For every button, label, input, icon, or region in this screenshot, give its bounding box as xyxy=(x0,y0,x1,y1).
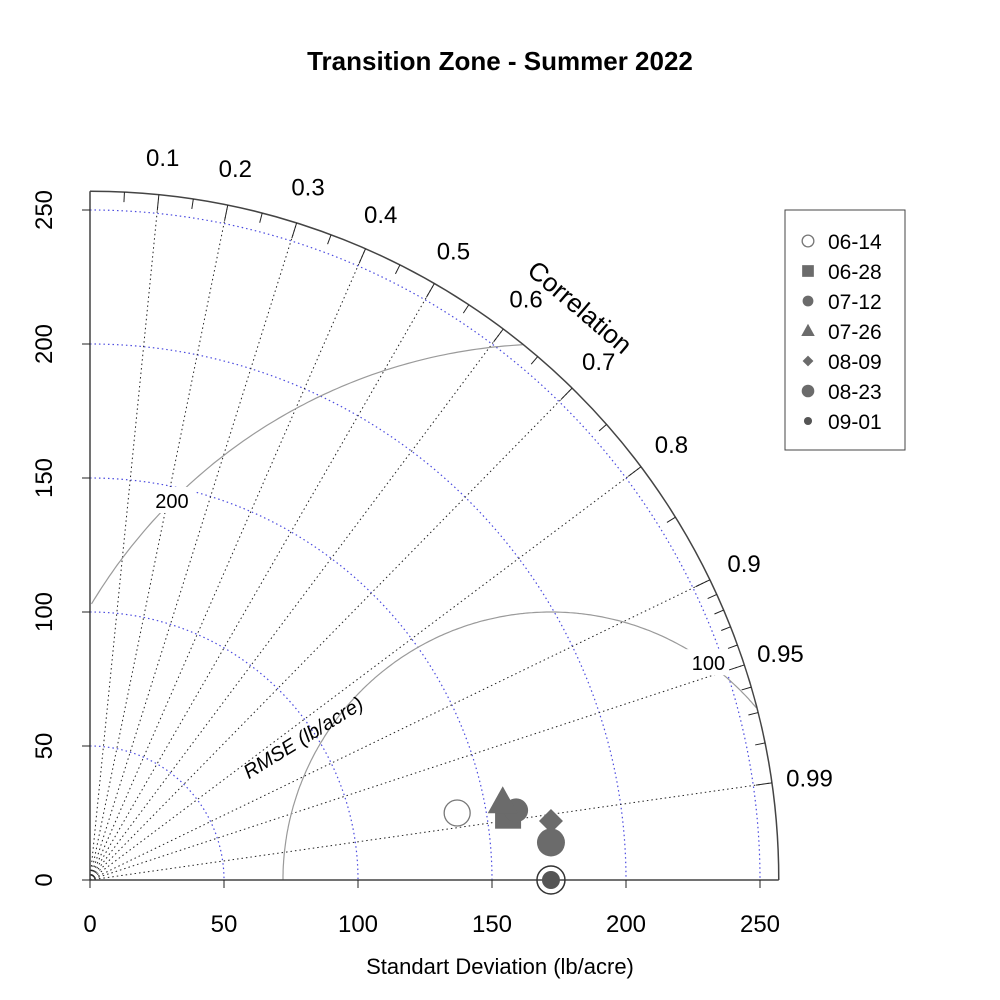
data-point-08-09 xyxy=(538,809,563,834)
reference-point-ring xyxy=(536,865,566,895)
y-tick-label: 50 xyxy=(31,733,58,760)
sd-grid-arc xyxy=(89,477,493,881)
rmse-label-bg xyxy=(147,486,196,513)
correlation-minor-tick xyxy=(755,742,766,746)
data-point-06-14 xyxy=(443,799,471,827)
legend-box xyxy=(784,209,906,451)
correlation-ray xyxy=(89,664,745,881)
legend-label: 09-01 xyxy=(828,411,882,434)
y-tick-label: 0 xyxy=(31,873,58,886)
sd-grid-arc xyxy=(89,611,359,881)
outer-arc xyxy=(89,190,780,881)
correlation-ray xyxy=(89,205,229,881)
grid-layer xyxy=(89,194,772,881)
x-tick-label: 150 xyxy=(472,911,512,938)
legend-marker xyxy=(802,355,814,367)
rmse-contour xyxy=(282,611,757,880)
legend-marker xyxy=(801,234,815,248)
rmse-label-bg xyxy=(684,649,733,676)
correlation-minor-tick xyxy=(598,424,607,432)
correlation-minor-tick xyxy=(721,626,731,631)
correlation-major-tick xyxy=(156,194,160,211)
legend-marker xyxy=(802,265,814,277)
rmse-label: 200 xyxy=(155,491,188,513)
correlation-major-tick xyxy=(560,387,573,400)
correlation-tick-label: 0.8 xyxy=(655,432,688,459)
x-tick-label: 0 xyxy=(83,911,96,938)
correlation-tick-label: 0.99 xyxy=(786,765,833,792)
x-tick-label: 250 xyxy=(740,911,780,938)
correlation-tick-label: 0.9 xyxy=(727,551,760,578)
data-point-08-23 xyxy=(536,828,565,857)
correlation-minor-tick xyxy=(123,192,125,203)
x-tick-label: 200 xyxy=(606,911,646,938)
correlation-tick-label: 0.3 xyxy=(291,175,324,202)
y-tick-label: 250 xyxy=(31,190,58,230)
correlation-minor-tick xyxy=(191,198,194,209)
data-point-07-26 xyxy=(487,786,518,814)
y-tick-label: 150 xyxy=(31,458,58,498)
correlation-major-tick xyxy=(695,579,711,588)
correlation-tick-label: 0.2 xyxy=(219,156,252,183)
legend-label: 06-14 xyxy=(828,231,882,254)
correlation-major-tick xyxy=(755,782,772,786)
legend-marker xyxy=(801,384,815,398)
correlation-tick-label: 0.7 xyxy=(582,349,615,376)
correlation-minor-tick xyxy=(530,356,539,365)
legend-marker xyxy=(801,323,815,336)
rmse-label: 100 xyxy=(692,653,725,675)
y-tick-label: 200 xyxy=(31,324,58,364)
tick-labels: 0.1 0.2 0.3 0.4 0.5 0.6 0.7 0.8 0.9 0.95 0.99 0 0 50 5… xyxy=(31,145,833,938)
y-tick-label: 100 xyxy=(31,592,58,632)
legend-marker xyxy=(802,295,814,307)
correlation-major-tick xyxy=(358,248,366,264)
correlation-ray xyxy=(89,248,366,881)
legend-label: 08-23 xyxy=(828,381,882,404)
correlation-ray xyxy=(89,222,298,881)
correlation-tick-label: 0.6 xyxy=(509,287,542,314)
rmse-contour xyxy=(90,344,523,605)
correlation-major-tick xyxy=(291,222,298,239)
rmse-contours: 100 200 xyxy=(90,344,757,880)
correlation-major-tick xyxy=(493,328,504,343)
correlation-major-tick xyxy=(627,466,642,477)
x-tick-label: 50 xyxy=(211,911,238,938)
legend-label: 06-28 xyxy=(828,261,882,284)
chart-title: Transition Zone - Summer 2022 xyxy=(307,46,693,76)
correlation-minor-tick xyxy=(394,264,401,275)
frame-layer xyxy=(82,190,780,888)
correlation-major-tick xyxy=(224,205,229,221)
correlation-minor-tick xyxy=(741,686,752,691)
correlation-ray xyxy=(89,579,711,881)
correlation-ray xyxy=(89,283,435,881)
correlation-tick-label: 0.1 xyxy=(146,145,179,172)
data-points xyxy=(443,786,566,895)
legend: 06-14 06-28 07-12 07-26 08-09 08-23 09-01 xyxy=(784,209,906,451)
correlation-minor-tick xyxy=(666,516,676,523)
x-tick-label: 100 xyxy=(338,911,378,938)
correlation-minor-tick xyxy=(707,593,717,600)
correlation-minor-tick xyxy=(462,304,470,314)
correlation-ray xyxy=(89,194,160,881)
sd-grid-arc xyxy=(89,209,761,881)
legend-label: 07-26 xyxy=(828,321,882,344)
correlation-major-tick xyxy=(425,283,435,298)
legend-label: 08-09 xyxy=(828,351,882,374)
x-axis-label: Standart Deviation (lb/acre) xyxy=(366,954,634,979)
legend-marker xyxy=(803,416,813,426)
rmse-axis-label: RMSE (lb/acre) xyxy=(240,693,368,784)
correlation-major-tick xyxy=(728,664,745,671)
correlation-minor-tick xyxy=(327,234,332,245)
correlation-ray xyxy=(89,782,772,881)
correlation-minor-tick xyxy=(748,712,759,716)
data-point-09-01 xyxy=(541,871,560,889)
correlation-minor-tick xyxy=(714,609,724,615)
correlation-minor-tick xyxy=(727,644,738,649)
correlation-tick-label: 0.5 xyxy=(437,239,470,266)
correlation-tick-label: 0.95 xyxy=(757,641,804,668)
correlation-minor-tick xyxy=(259,212,263,223)
legend-label: 07-12 xyxy=(828,291,882,314)
correlation-tick-label: 0.4 xyxy=(364,202,397,229)
